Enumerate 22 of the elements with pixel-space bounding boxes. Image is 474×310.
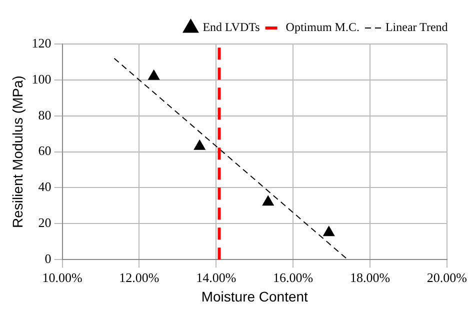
point [148,70,160,80]
x-tick-label: 10.00% [42,270,83,285]
x-axis-title: Moisture Content [201,288,308,304]
point [194,140,206,150]
y-tick-label: 0 [44,251,52,266]
y-axis-title: Resilient Modulus (MPa) [9,76,26,228]
x-tick-label: 20.00% [426,270,468,285]
legend-label: Linear Trend [385,20,448,34]
y-tick-label: 20 [38,215,52,230]
x-tick-label: 14.00% [196,270,236,285]
point [323,226,335,236]
x-tick-label: 18.00% [350,270,390,285]
x-tick-label: 12.00% [119,270,160,285]
y-tick-label: 100 [32,71,52,86]
legend-label: End LVDTs [202,20,260,34]
legend-label: Optimum M.C. [286,20,360,34]
y-tick-label: 120 [32,35,52,50]
y-tick-label: 80 [38,107,52,122]
y-tick-label: 40 [38,179,52,194]
point [262,196,274,206]
y-tick-label: 60 [38,143,52,158]
x-tick-label: 16.00% [273,270,314,285]
